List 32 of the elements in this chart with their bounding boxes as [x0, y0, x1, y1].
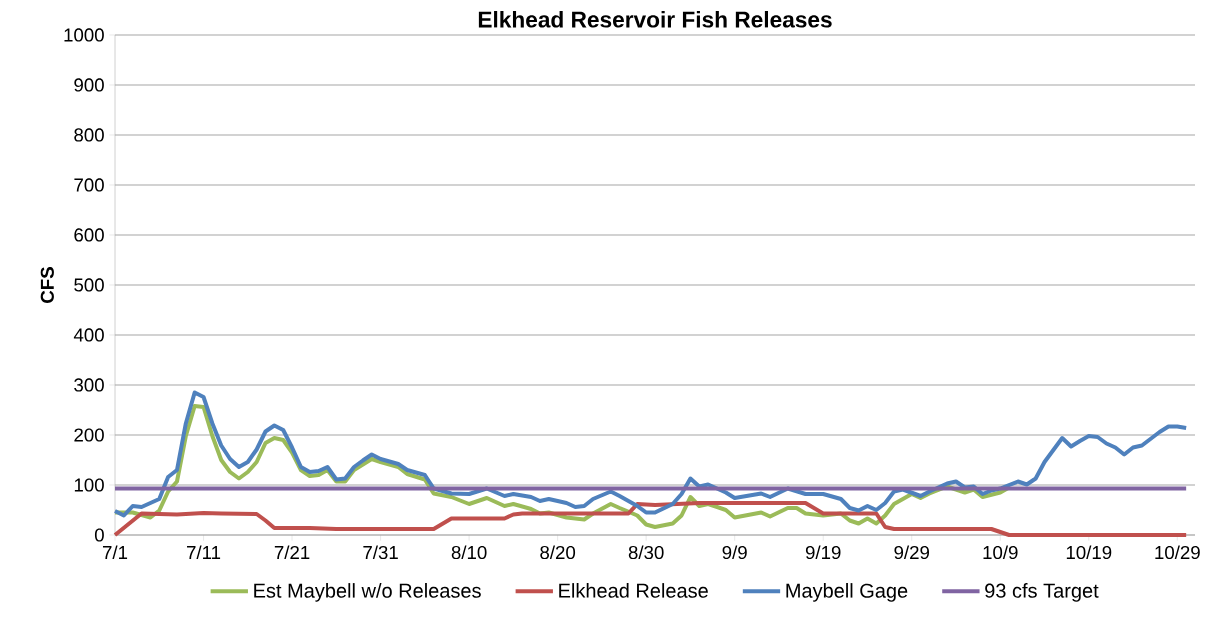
x-tick-label: 9/19 [805, 545, 841, 560]
y-tick-label: 200 [74, 428, 104, 442]
x-tick-label: 10/19 [1066, 545, 1112, 560]
x-tick-label: 7/21 [274, 545, 310, 560]
x-tick-label: 8/10 [451, 545, 487, 560]
chart-title: Elkhead Reservoir Fish Releases [478, 10, 832, 28]
y-tick-label: 500 [74, 278, 104, 292]
x-tick-label: 7/1 [102, 545, 128, 560]
x-tick-label: 8/20 [540, 545, 576, 560]
legend-label: 93 cfs Target [985, 583, 1099, 602]
y-tick-label: 400 [73, 328, 104, 342]
y-tick-label: 1000 [64, 28, 104, 42]
x-tick-label: 9/29 [894, 545, 930, 560]
y-tick-label: 600 [74, 228, 104, 242]
legend-label: Maybell Gage [786, 583, 908, 602]
x-tick-label: 10/9 [983, 545, 1018, 560]
x-tick-label: 9/9 [722, 545, 747, 560]
y-axis-title: CFS [40, 267, 54, 303]
y-tick-label: 0 [94, 528, 104, 542]
line-series [113, 501, 1189, 537]
y-tick-label: 100 [74, 478, 104, 492]
y-tick-label: 900 [74, 78, 104, 92]
x-tick-label: 7/31 [363, 545, 398, 560]
x-tick-label: 10/29 [1155, 545, 1200, 560]
legend-label: Est Maybell w/o Releases [254, 583, 481, 602]
y-tick-label: 300 [74, 378, 104, 392]
line-series [113, 390, 1189, 518]
y-tick-label: 800 [74, 128, 104, 142]
x-tick-label: 8/30 [628, 545, 664, 560]
legend-label: Elkhead Release [559, 583, 708, 598]
y-tick-label: 700 [74, 178, 104, 192]
x-tick-label: 7/11 [187, 545, 221, 560]
